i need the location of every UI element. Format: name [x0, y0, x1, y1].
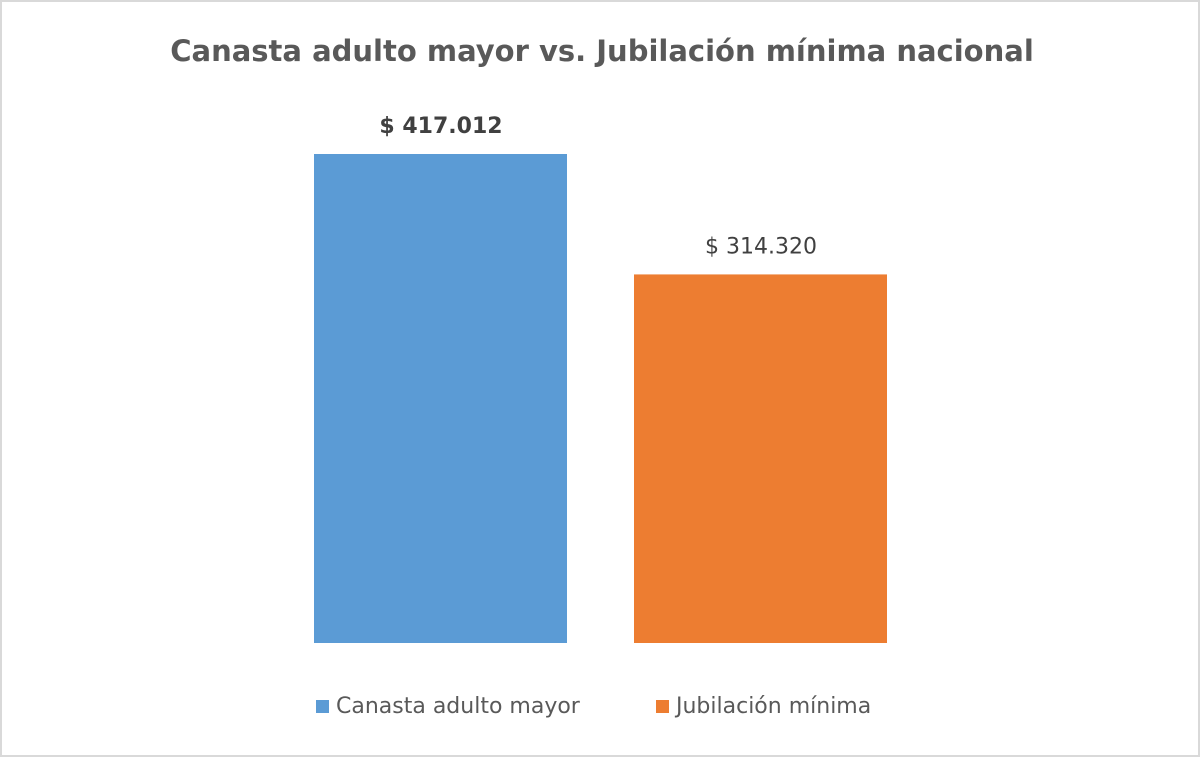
legend-swatch	[316, 700, 329, 713]
value-label: $ 417.012	[379, 114, 502, 139]
chart-title: Canasta adulto mayor vs. Jubilación míni…	[170, 34, 1034, 68]
bar	[634, 274, 887, 643]
value-label: $ 314.320	[705, 234, 817, 259]
legend-swatch	[656, 700, 669, 713]
legend-label: Canasta adulto mayor	[336, 694, 581, 719]
legend-label: Jubilación mínima	[674, 694, 871, 719]
bar	[314, 154, 567, 643]
